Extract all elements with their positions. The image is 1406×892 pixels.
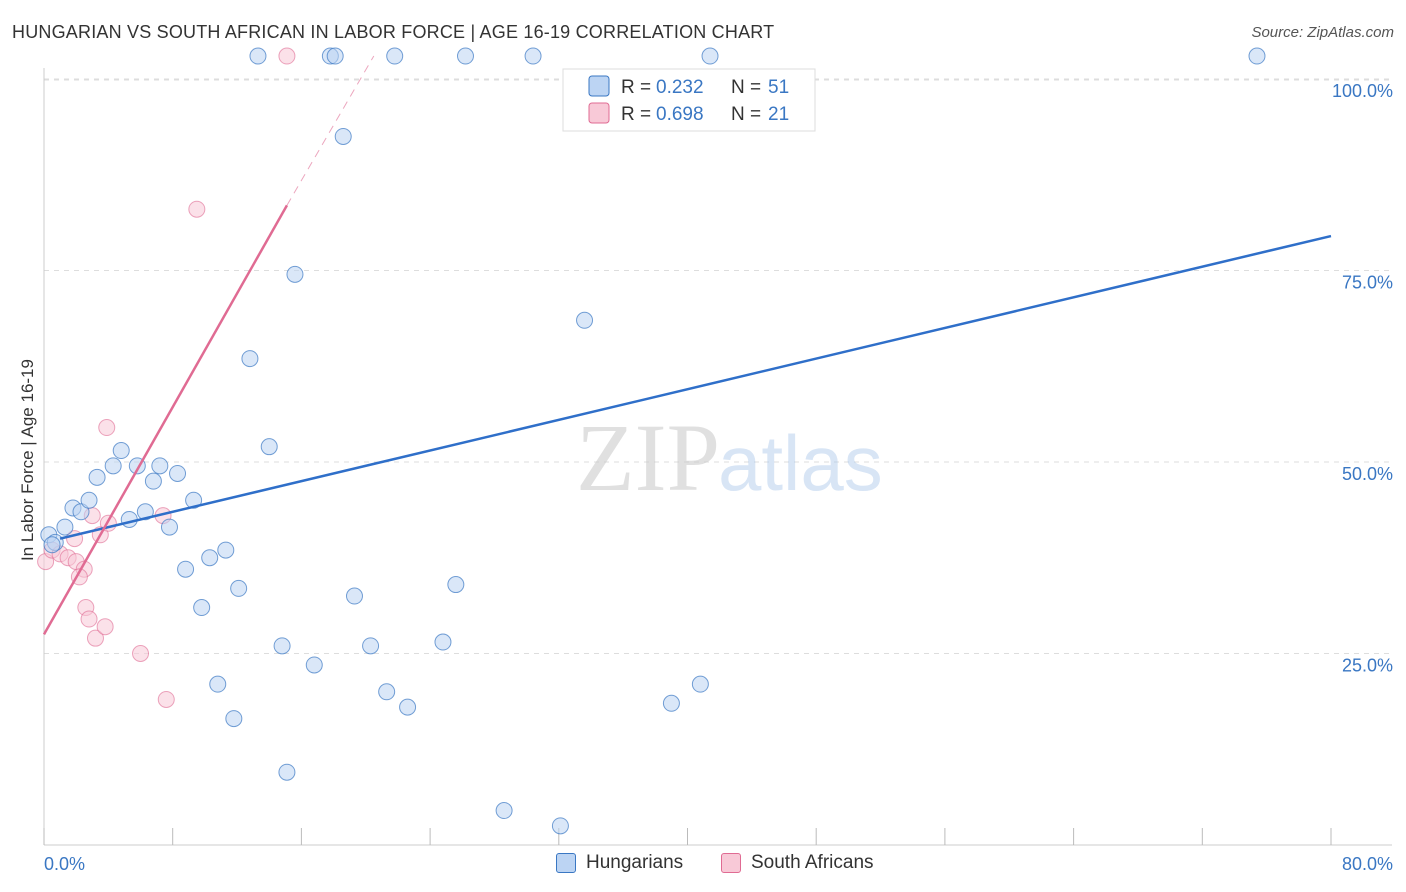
hungarian-point — [209, 675, 227, 693]
hungarian-point — [378, 683, 396, 701]
hungarian-point — [334, 127, 352, 145]
south-african-point — [98, 419, 116, 437]
legend-r-label-2: R = — [621, 104, 651, 125]
correlation-legend: R = 0.232 N = 51 R = 0.698 N = 21 — [562, 68, 816, 132]
south-african-point — [80, 610, 98, 628]
legend-r-value-1: 0.232 — [656, 77, 704, 98]
hungarian-point — [399, 698, 417, 716]
hungarian-point — [362, 637, 380, 655]
chart-title: HUNGARIAN VS SOUTH AFRICAN IN LABOR FORC… — [12, 22, 775, 42]
y-tick-label: 50.0% — [1342, 464, 1393, 484]
hungarian-point — [225, 710, 243, 728]
hungarian-point — [43, 536, 61, 554]
hungarian-point — [144, 472, 162, 490]
south-africans-swatch — [721, 853, 741, 873]
y-tick-label: 75.0% — [1342, 273, 1393, 293]
hungarian-point — [249, 47, 267, 65]
hungarian-point — [386, 47, 404, 65]
hungarian-point — [456, 47, 474, 65]
hungarian-point — [80, 491, 98, 509]
south-african-point — [157, 690, 175, 708]
hungarian-point — [286, 265, 304, 283]
trend-lines — [42, 55, 1332, 635]
hungarian-point — [273, 637, 291, 655]
tick-labels: 25.0% 50.0% 75.0% 100.0% 0.0% 80.0% — [44, 81, 1393, 874]
legend-n-label-2: N = — [731, 104, 761, 125]
hungarian-point — [112, 442, 130, 460]
hungarian-point — [56, 518, 74, 536]
hungarian-point — [193, 599, 211, 617]
hungarian-point — [278, 763, 296, 781]
legend-item-hungarians[interactable]: Hungarians — [556, 852, 683, 874]
legend-swatch-hungarians — [588, 75, 610, 97]
hungarian-point — [326, 47, 344, 65]
hungarian-point — [1248, 47, 1266, 65]
axes — [43, 68, 1392, 846]
south-african-point — [86, 629, 104, 647]
legend-swatch-south-africans — [588, 102, 610, 124]
watermark-zip: ZIP — [576, 404, 720, 511]
hungarian-point — [201, 549, 219, 567]
hungarian-point — [260, 438, 278, 456]
legend-label-south-africans: South Africans — [751, 852, 874, 873]
watermark-atlas: atlas — [718, 419, 883, 507]
hungarian-point — [169, 464, 187, 482]
x-tick-label-max: 80.0% — [1342, 854, 1393, 874]
hungarian-point — [345, 587, 363, 605]
hungarian-point — [551, 817, 569, 835]
south-africans-trend-line — [42, 204, 289, 635]
hungarian-point — [88, 468, 106, 486]
south-african-point — [278, 47, 296, 65]
hungarian-point — [691, 675, 709, 693]
hungarian-point — [160, 518, 178, 536]
hungarian-point — [701, 47, 719, 65]
legend-item-south-africans[interactable]: South Africans — [721, 852, 874, 874]
hungarian-point — [104, 457, 122, 475]
hungarian-point — [185, 491, 203, 509]
hungarian-point — [177, 560, 195, 578]
south-africans-trend-extension — [286, 55, 375, 206]
hungarian-point — [662, 694, 680, 712]
hungarians-swatch — [556, 853, 576, 873]
legend-label-hungarians: Hungarians — [586, 852, 684, 873]
hungarian-point — [305, 656, 323, 674]
grid-lines — [44, 78, 1392, 654]
legend-n-value-1: 51 — [768, 77, 789, 98]
hungarian-point — [241, 350, 259, 368]
hungarian-point — [524, 47, 542, 65]
legend-n-value-2: 21 — [768, 104, 789, 125]
south-african-point — [96, 618, 114, 636]
hungarian-point — [447, 576, 465, 594]
legend-r-label-1: R = — [621, 77, 651, 98]
hungarian-point — [576, 311, 594, 329]
hungarian-point — [136, 503, 154, 521]
y-tick-label: 25.0% — [1342, 656, 1393, 676]
hungarian-point — [434, 633, 452, 651]
legend-n-label-1: N = — [731, 77, 761, 98]
hungarian-point — [217, 541, 235, 559]
x-tick-label-min: 0.0% — [44, 854, 85, 874]
y-tick-label: 100.0% — [1332, 81, 1393, 101]
hungarian-point — [120, 510, 138, 528]
south-african-point — [188, 200, 206, 218]
hungarian-point — [495, 802, 513, 820]
hungarians-trend-line — [59, 234, 1332, 540]
hungarian-point — [151, 457, 169, 475]
south-africans-points — [37, 47, 296, 708]
legend-r-value-2: 0.698 — [656, 104, 704, 125]
south-african-point — [132, 645, 150, 662]
hungarian-point — [230, 579, 248, 597]
hungarians-points — [40, 47, 1266, 835]
hungarian-point — [72, 503, 90, 521]
source-credit: Source: ZipAtlas.com — [1251, 24, 1394, 41]
